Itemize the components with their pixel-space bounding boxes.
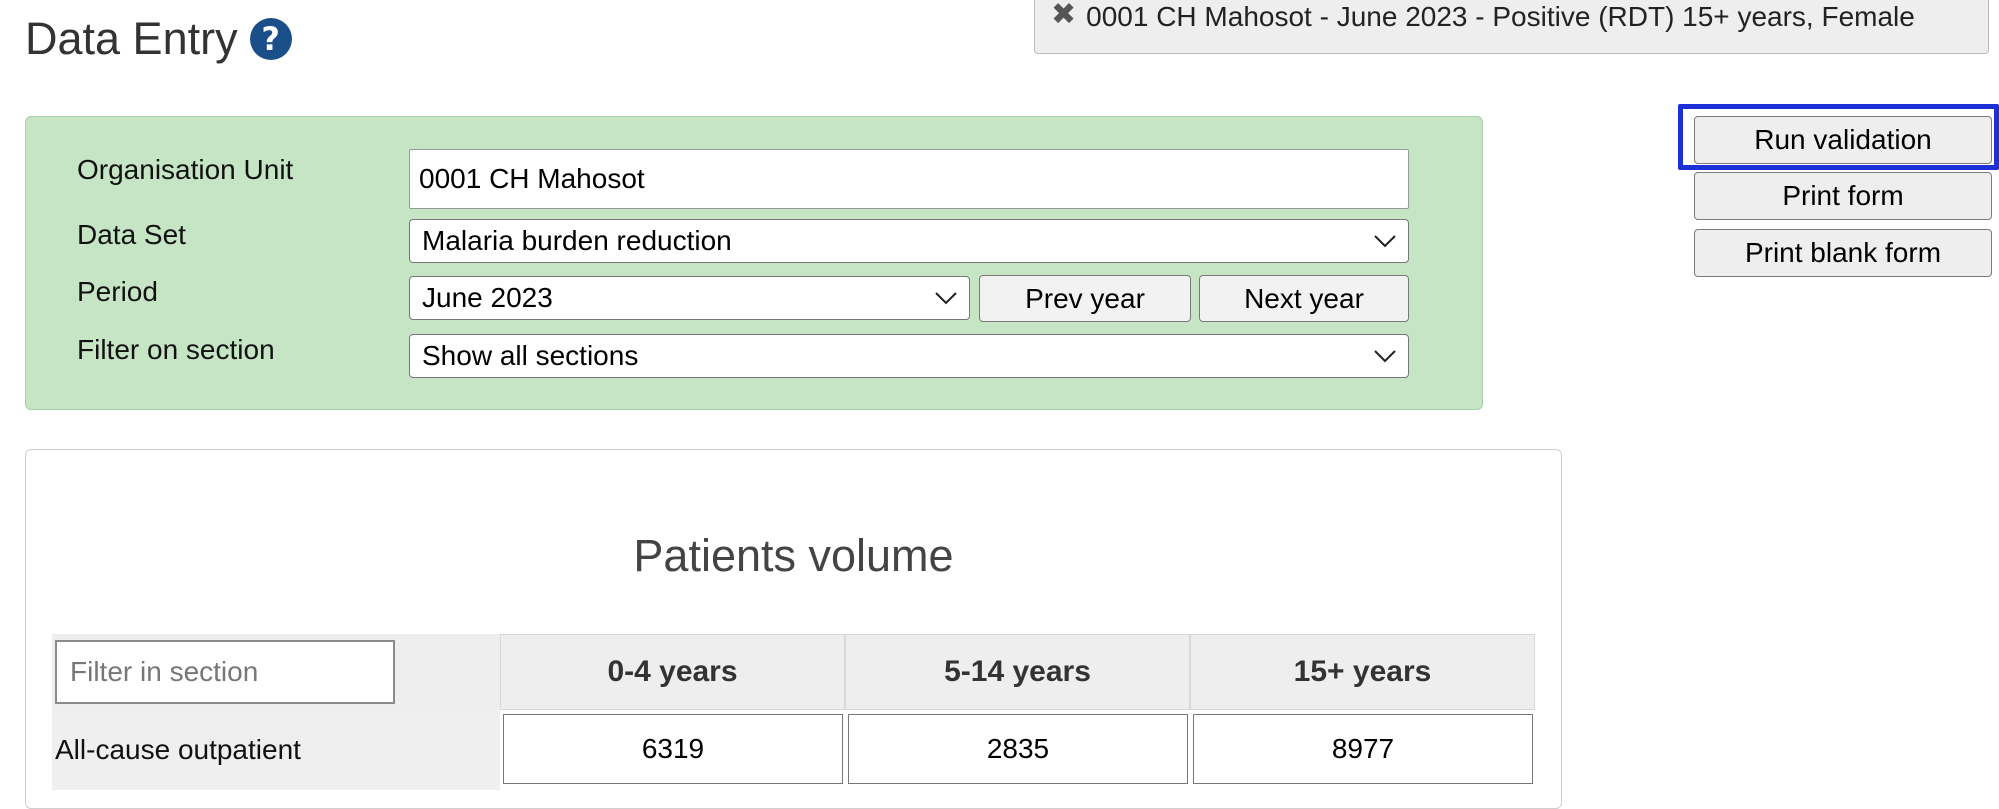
section-title: Patients volume xyxy=(633,530,954,581)
help-icon[interactable]: ? xyxy=(249,18,292,60)
org-unit-value: 0001 CH Mahosot xyxy=(419,163,645,194)
period-select[interactable]: June 2023 xyxy=(409,276,970,320)
next-year-button[interactable]: Next year xyxy=(1199,275,1409,322)
column-header: 15+ years xyxy=(1190,634,1535,710)
filter-section-value: Show all sections xyxy=(422,340,639,371)
close-icon[interactable]: ✖ xyxy=(1051,0,1077,32)
prev-year-button[interactable]: Prev year xyxy=(979,275,1191,322)
page-title-text: Data Entry xyxy=(25,13,238,64)
chevron-down-icon xyxy=(1374,235,1396,248)
value-cell-5-14-years[interactable]: 2835 xyxy=(848,714,1188,784)
print-form-button[interactable]: Print form xyxy=(1694,172,1992,220)
period-value: June 2023 xyxy=(422,282,553,313)
dataset-select[interactable]: Malaria burden reduction xyxy=(409,219,1409,263)
chevron-down-icon xyxy=(1374,350,1396,363)
value-cell-0-4-years[interactable]: 6319 xyxy=(503,714,843,784)
row-label: All-cause outpatient xyxy=(52,710,500,790)
dataset-value: Malaria burden reduction xyxy=(422,225,732,256)
section-patients-volume: Patients volume Filter in section 0-4 ye… xyxy=(25,449,1562,809)
focus-ring xyxy=(1678,104,1999,170)
run-validation-button[interactable]: Run validation xyxy=(1694,116,1992,164)
filter-section-label: Filter on section xyxy=(77,334,275,365)
filter-cell: Filter in section xyxy=(52,634,500,710)
value-cell-15-plus-years[interactable]: 8977 xyxy=(1193,714,1533,784)
org-unit-label: Organisation Unit xyxy=(77,154,294,185)
org-unit-field[interactable]: 0001 CH Mahosot xyxy=(409,149,1409,209)
section-filter-input[interactable]: Filter in section xyxy=(55,640,395,704)
filter-section-select[interactable]: Show all sections xyxy=(409,334,1409,378)
column-header: 0-4 years xyxy=(500,634,845,710)
notification-bar: ✖ 0001 CH Mahosot - June 2023 - Positive… xyxy=(1034,0,1989,54)
page-title: Data Entry ? xyxy=(25,10,292,68)
dataset-label: Data Set xyxy=(77,219,186,250)
selection-panel: Organisation Unit 0001 CH Mahosot Data S… xyxy=(25,116,1483,410)
notification-text: 0001 CH Mahosot - June 2023 - Positive (… xyxy=(1086,1,1915,32)
print-blank-form-button[interactable]: Print blank form xyxy=(1694,229,1992,277)
chevron-down-icon xyxy=(935,292,957,305)
column-header: 5-14 years xyxy=(845,634,1190,710)
period-label: Period xyxy=(77,276,158,307)
